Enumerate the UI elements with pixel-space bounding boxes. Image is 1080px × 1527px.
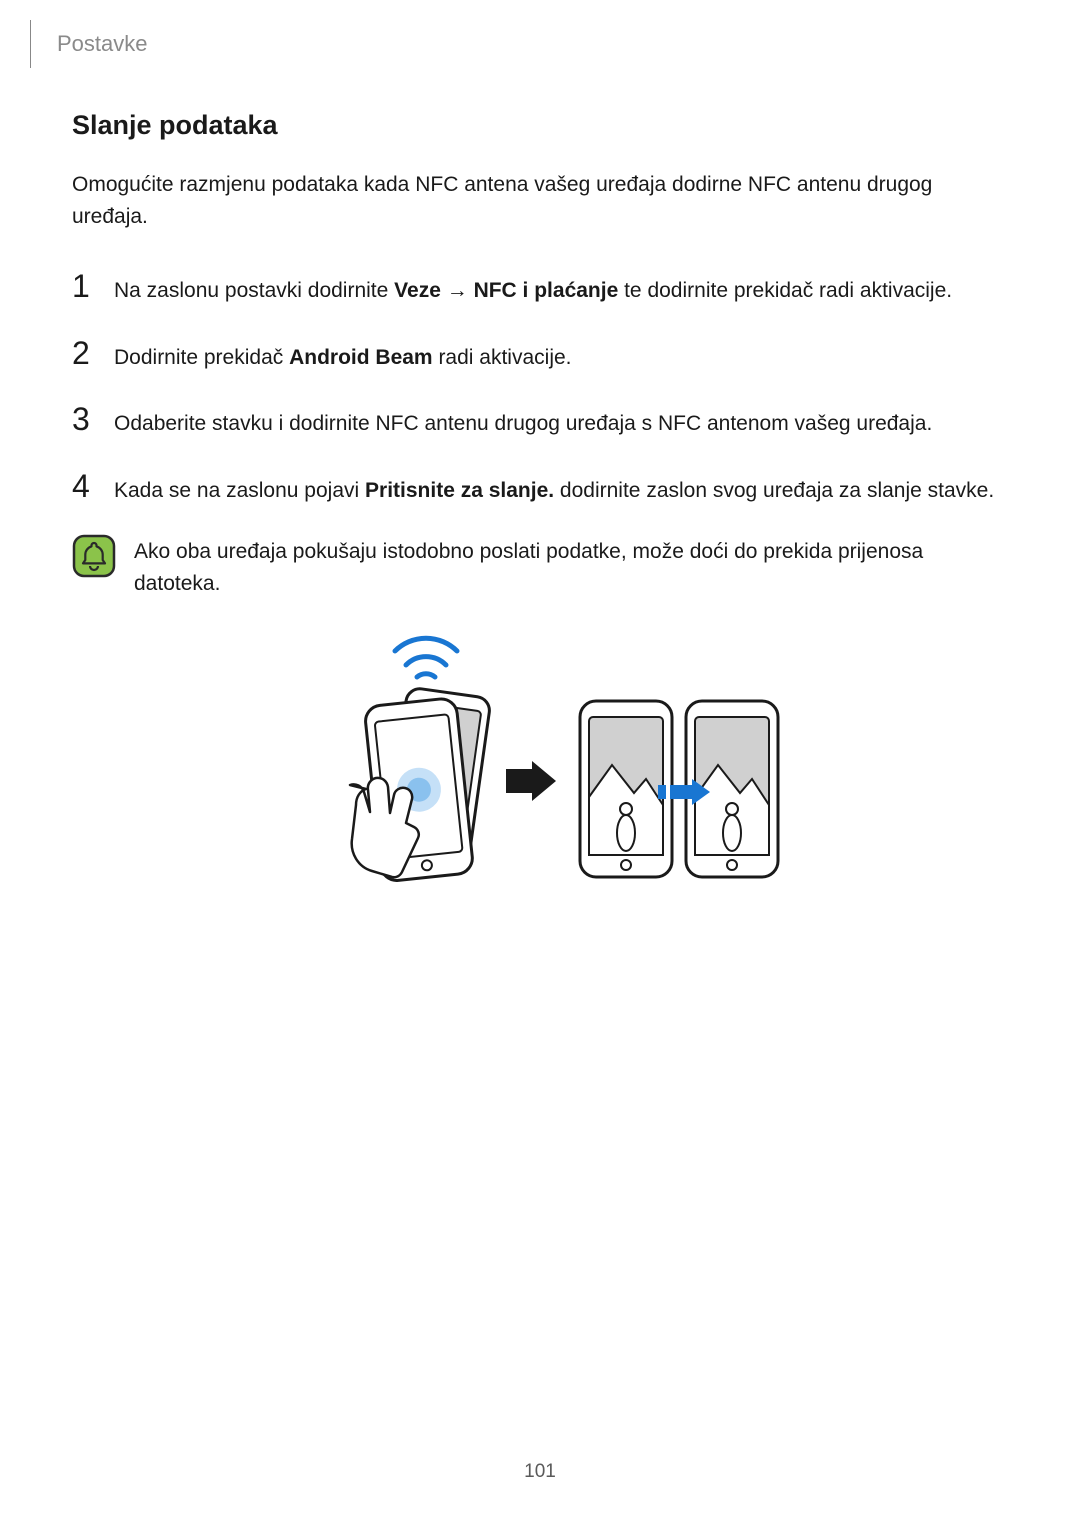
step-text: Kada se na zaslonu pojavi Pritisnite za …: [114, 469, 994, 507]
breadcrumb: Postavke: [57, 31, 148, 57]
step-number: 2: [72, 335, 108, 372]
step-item: 3 Odaberite stavku i dodirnite NFC anten…: [72, 401, 1008, 440]
header-divider: [30, 20, 31, 68]
step-list: 1 Na zaslonu postavki dodirnite Veze → N…: [72, 268, 1008, 506]
note-text: Ako oba uređaja pokušaju istodobno posla…: [134, 534, 1008, 599]
header-bar: Postavke: [30, 20, 148, 68]
step-text: Odaberite stavku i dodirnite NFC antenu …: [114, 402, 932, 440]
section-title: Slanje podataka: [72, 110, 1008, 141]
note-row: Ako oba uređaja pokušaju istodobno posla…: [72, 534, 1008, 599]
page-number: 101: [0, 1461, 1080, 1483]
bell-note-icon: [72, 534, 116, 578]
nfc-illustration: [72, 629, 1008, 909]
step-text: Na zaslonu postavki dodirnite Veze → NFC…: [114, 269, 952, 307]
step-item: 4 Kada se na zaslonu pojavi Pritisnite z…: [72, 468, 1008, 507]
step-item: 1 Na zaslonu postavki dodirnite Veze → N…: [72, 268, 1008, 307]
step-text: Dodirnite prekidač Android Beam radi akt…: [114, 336, 572, 374]
intro-text: Omogućite razmjenu podataka kada NFC ant…: [72, 169, 1008, 232]
step-number: 1: [72, 268, 108, 305]
step-number: 3: [72, 401, 108, 438]
step-item: 2 Dodirnite prekidač Android Beam radi a…: [72, 335, 1008, 374]
page-content: Slanje podataka Omogućite razmjenu podat…: [72, 110, 1008, 909]
step-number: 4: [72, 468, 108, 505]
